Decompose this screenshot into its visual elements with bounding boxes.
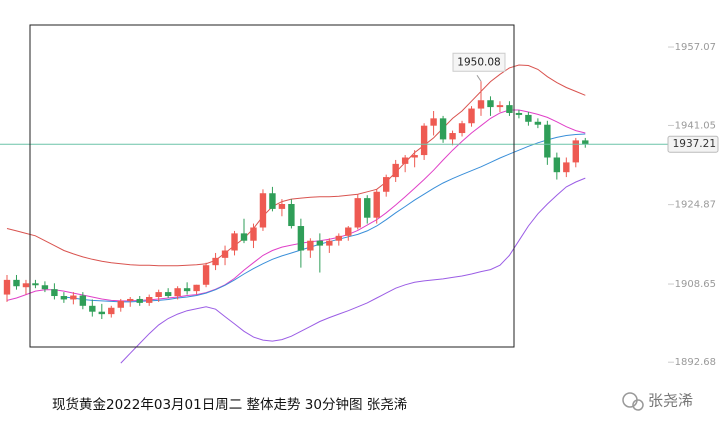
candle-body — [51, 289, 58, 297]
candle-body — [411, 155, 418, 158]
candle-body — [41, 285, 49, 290]
last-price-box — [667, 135, 719, 153]
candle-body — [430, 118, 437, 126]
candle-body — [22, 283, 30, 288]
candle-body — [307, 240, 314, 251]
candle-body — [563, 162, 570, 173]
y-tick-label: 1941.05 — [675, 120, 716, 131]
candle-body — [278, 204, 286, 209]
y-tick-label: 1924.87 — [675, 200, 716, 211]
candle-body — [3, 279, 11, 295]
max-label: 1950.08 — [457, 56, 500, 68]
candle-body — [468, 108, 475, 124]
candle-body — [60, 296, 68, 300]
candle-body — [326, 240, 333, 246]
y-tick-label: 1892.68 — [675, 357, 716, 368]
last-price-label: 1937.21 — [673, 138, 716, 150]
candle-body — [240, 233, 248, 241]
indicator-line — [6, 64, 586, 267]
candle-body — [183, 288, 191, 292]
candle-body — [79, 295, 87, 306]
candle-body — [335, 235, 342, 241]
candle-body — [383, 177, 390, 192]
candle-body — [212, 257, 219, 266]
candle-body — [515, 112, 523, 115]
candle-body — [250, 227, 257, 241]
plot — [0, 46, 674, 364]
candle-body — [449, 133, 456, 140]
candle-body — [525, 114, 532, 122]
indicator-line — [6, 109, 586, 302]
max-label-box — [452, 52, 506, 72]
candle-body — [392, 163, 399, 178]
candle-body — [553, 157, 561, 173]
candle-body — [117, 300, 124, 308]
candle-body — [316, 240, 324, 246]
candle-body — [174, 288, 181, 297]
candle-body — [506, 105, 513, 113]
candle-body — [364, 198, 371, 218]
candle-body — [345, 227, 352, 236]
candle-body — [70, 295, 77, 300]
candle-body — [89, 305, 96, 312]
watermark-logo — [622, 392, 644, 411]
highlight-box — [29, 24, 515, 348]
candle-body — [477, 100, 485, 109]
candle-body — [231, 233, 238, 251]
candle-body — [487, 100, 494, 108]
candle-body — [98, 311, 105, 315]
candle-body — [458, 123, 466, 134]
candle-body — [164, 292, 172, 297]
candle-body — [155, 292, 162, 298]
candle-body — [439, 118, 447, 140]
candle-body — [420, 125, 428, 156]
candle-body — [354, 198, 361, 228]
candle-body — [221, 250, 229, 258]
candle-body — [108, 307, 115, 315]
candle-body — [401, 157, 409, 164]
candle-body — [288, 204, 295, 227]
candle-body — [202, 265, 210, 285]
caption: 现货黄金2022年03月01日周二 整体走势 30分钟图 张尧浠 — [52, 396, 407, 413]
candle-body — [13, 279, 20, 287]
candle-body — [269, 193, 276, 209]
candle-body — [32, 283, 39, 286]
candle-body — [534, 121, 542, 125]
candle-body — [544, 124, 551, 158]
watermark: 张尧浠 — [648, 392, 693, 410]
candle-body — [582, 140, 589, 145]
candle-body — [297, 226, 305, 251]
y-tick-label: 1957.07 — [675, 42, 716, 53]
y-tick-label: 1908.65 — [675, 279, 716, 290]
indicator-line — [63, 133, 586, 303]
candle-body — [127, 298, 134, 301]
candle-body — [193, 284, 200, 292]
max-pointer — [476, 74, 482, 82]
candle-body — [373, 191, 380, 218]
candle-body — [496, 105, 504, 108]
candle-body — [136, 298, 143, 303]
candle-body — [572, 140, 579, 163]
candle-body — [259, 193, 267, 228]
candle-body — [146, 297, 153, 303]
indicator-line — [120, 177, 586, 364]
